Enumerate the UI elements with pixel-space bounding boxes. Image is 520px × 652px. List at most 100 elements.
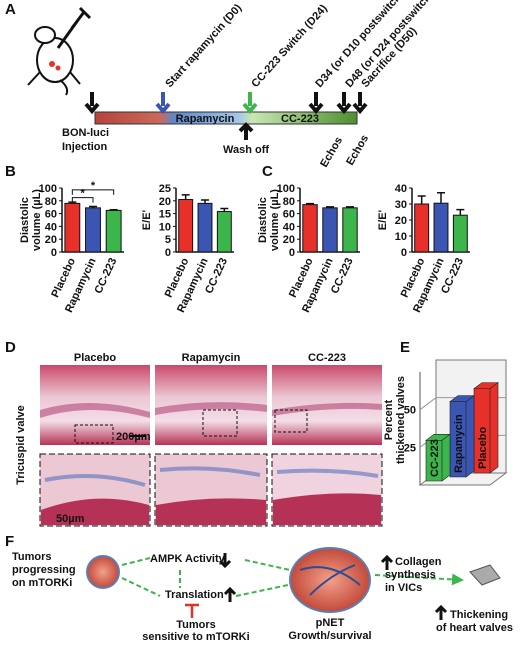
label: E	[400, 339, 410, 356]
label: Rapamycin	[176, 113, 235, 125]
error-bar	[326, 206, 334, 208]
label: progressing	[12, 564, 76, 576]
error-bar	[220, 207, 229, 212]
label: 40	[45, 221, 57, 233]
label: E/E'	[141, 209, 153, 230]
bar	[433, 202, 449, 253]
bar	[452, 214, 468, 253]
label: Rapamycin	[182, 352, 241, 364]
label: 15	[159, 209, 171, 221]
label: Wash off	[223, 144, 269, 156]
label: Growth/survival	[288, 630, 371, 642]
label: volume (µL)	[269, 189, 281, 251]
label: 50µm	[56, 513, 85, 525]
error-bar	[417, 195, 426, 204]
bar	[64, 202, 81, 253]
bar	[322, 207, 338, 253]
label: pNET	[316, 617, 345, 629]
label: 100	[39, 183, 57, 195]
label: 0	[51, 247, 57, 259]
label: volume (µL)	[31, 189, 43, 251]
bar	[105, 209, 122, 253]
label: 0	[165, 247, 171, 259]
label: sensitive to mTORKi	[142, 631, 249, 643]
label: BON-luci	[62, 127, 109, 139]
error-bar	[346, 206, 354, 208]
bar	[302, 204, 318, 253]
label: AMPK Activity	[150, 553, 226, 565]
label: 40	[395, 183, 407, 195]
error-bar	[89, 205, 97, 208]
label: on mTORKi	[12, 577, 72, 589]
label: Diastolic	[257, 197, 269, 243]
bar	[449, 395, 475, 478]
bar	[425, 433, 451, 482]
label: CC-223	[281, 113, 319, 125]
label: D	[5, 339, 16, 356]
label: 25	[159, 183, 171, 195]
label: Tumors	[12, 551, 52, 563]
label: Collagen	[395, 556, 442, 568]
significance-bracket	[71, 189, 115, 195]
histology	[39, 365, 383, 527]
pathway-shapes	[86, 547, 501, 620]
label: CC-223	[308, 352, 346, 364]
bar	[85, 207, 101, 253]
label: 80	[283, 196, 295, 208]
label: 25	[404, 442, 416, 454]
label: Start rapamycin (D0)	[163, 2, 244, 90]
error-bar	[109, 209, 118, 211]
label: 60	[283, 209, 295, 221]
label: 40	[283, 221, 295, 233]
label: Percent	[383, 399, 395, 440]
label: Translation	[165, 589, 224, 601]
label: Rapamycin	[453, 414, 465, 473]
label: Echos	[318, 135, 345, 170]
label: 10	[159, 221, 171, 233]
label: 0	[289, 247, 295, 259]
label: Tricuspid valve	[15, 405, 27, 484]
label: *	[81, 188, 86, 200]
label: C	[262, 163, 273, 180]
label: of heart valves	[436, 622, 513, 634]
error-bar	[201, 199, 209, 204]
label: Thickening	[450, 609, 508, 621]
error-bar	[456, 208, 465, 216]
error-bar	[181, 194, 190, 200]
label: *	[91, 180, 96, 192]
label: Injection	[62, 141, 108, 153]
label: Placebo	[74, 352, 116, 364]
label: B	[5, 163, 16, 180]
bar	[342, 207, 358, 253]
label: thickened valves	[395, 376, 407, 464]
label: A	[5, 1, 16, 18]
label: F	[5, 533, 14, 550]
significance-bracket	[71, 197, 94, 203]
label: Tumors	[176, 619, 216, 631]
bar	[197, 202, 213, 253]
bar	[216, 211, 232, 253]
label: E/E'	[377, 209, 389, 230]
timeline	[94, 111, 358, 125]
label: 20	[45, 234, 57, 246]
label: 100	[277, 183, 295, 195]
label: 200µm	[116, 431, 151, 443]
label: 0	[401, 247, 407, 259]
label: 10	[395, 231, 407, 243]
label: 80	[45, 196, 57, 208]
bar	[414, 203, 430, 253]
label: Echos	[344, 133, 371, 168]
error-bar	[437, 192, 445, 204]
label: synthesis	[385, 569, 436, 581]
label: 30	[395, 199, 407, 211]
label: Placebo	[477, 427, 489, 469]
label: 20	[159, 196, 171, 208]
label: 50	[404, 405, 416, 417]
label: 60	[45, 209, 57, 221]
label: in VICs	[385, 582, 422, 594]
timeline-arrows	[84, 92, 368, 140]
label: Diastolic	[19, 197, 31, 243]
mouse	[27, 6, 92, 96]
label: 5	[165, 234, 171, 246]
